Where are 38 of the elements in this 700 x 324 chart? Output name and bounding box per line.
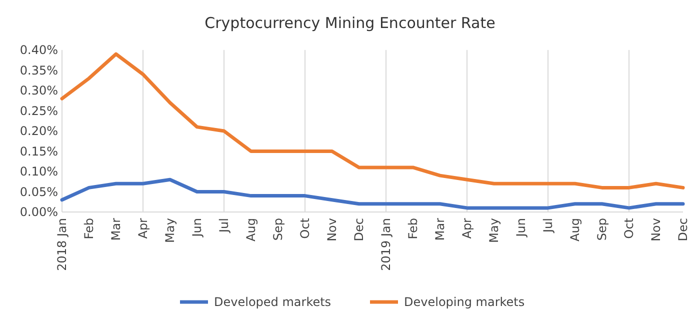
x-tick-label: Nov: [649, 218, 664, 242]
x-tick-label: May: [163, 218, 178, 243]
y-tick-label: 0.35%: [20, 63, 58, 78]
x-tick-label: Feb: [406, 218, 420, 240]
x-tick-label: Jun: [190, 218, 204, 238]
line-series: [60, 178, 685, 210]
y-tick-label: 0.15%: [20, 144, 58, 158]
x-tick-label: Oct: [622, 218, 636, 239]
x-tick-label: Aug: [244, 218, 258, 242]
x-tick-label: Mar: [109, 218, 124, 241]
y-tick-label: 0.10%: [20, 164, 58, 179]
y-tick-label: 0.20%: [20, 124, 58, 138]
x-tick-label: Sep: [271, 218, 286, 241]
x-tick-label: Nov: [325, 218, 340, 242]
y-tick-label: 0.40%: [20, 43, 58, 58]
y-tick-label: 0.05%: [20, 184, 58, 199]
x-tick-label: May: [487, 218, 502, 243]
x-tick-label: 2018 Jan: [55, 218, 70, 271]
chart-title: Cryptocurrency Mining Encounter Rate: [204, 14, 496, 32]
legend-label: Developing markets: [404, 295, 525, 310]
y-tick-label: 0.00%: [20, 205, 58, 220]
x-tick-label: Apr: [460, 218, 474, 239]
x-tick-label: 2019 Jan: [379, 218, 394, 271]
x-tick-label: Jul: [217, 218, 232, 234]
x-tick-label: Sep: [595, 218, 610, 241]
y-tick-label: 0.25%: [20, 104, 58, 118]
y-tick-label: 0.30%: [20, 84, 58, 98]
x-tick-label: Jun: [514, 218, 528, 238]
x-tick-label: Dec: [352, 218, 366, 242]
x-tick-label: Feb: [82, 218, 96, 240]
x-tick-label: Aug: [568, 218, 582, 242]
x-tick-label: Mar: [433, 218, 448, 241]
x-tick-label: Dec: [676, 218, 690, 242]
x-tick-label: Apr: [136, 218, 150, 239]
x-tick-label: Jul: [541, 218, 556, 234]
legend-label: Developed markets: [214, 295, 332, 310]
line-series: [60, 52, 685, 190]
x-tick-label: Oct: [298, 218, 312, 239]
